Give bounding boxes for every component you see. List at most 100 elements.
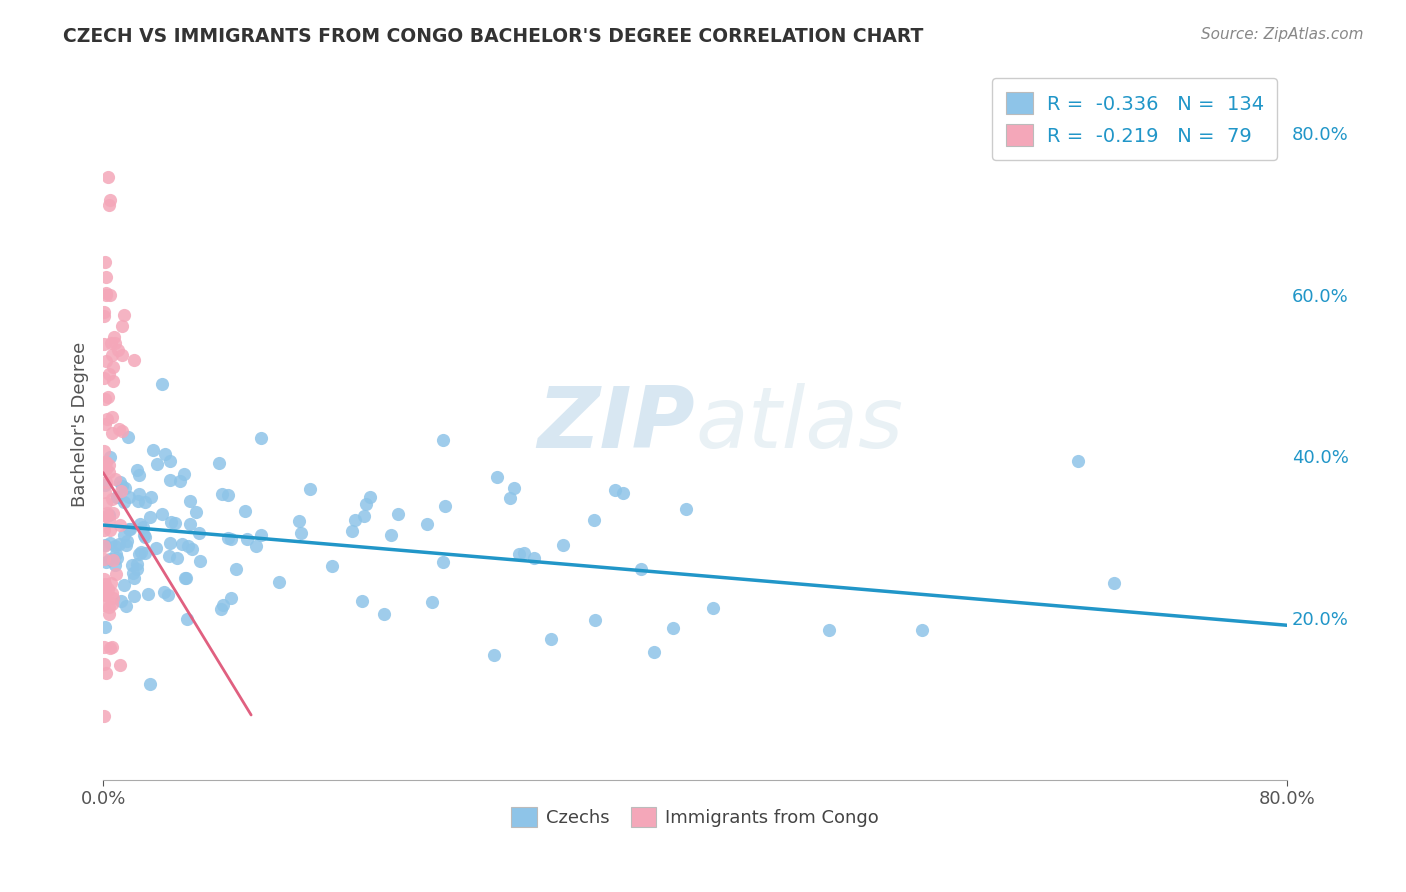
Point bbox=[97, 170, 120, 185]
Point bbox=[118, 523, 141, 537]
Point bbox=[107, 550, 129, 565]
Point bbox=[105, 491, 128, 505]
Point bbox=[150, 376, 173, 391]
Point bbox=[380, 528, 402, 542]
Point bbox=[98, 523, 121, 537]
Point bbox=[170, 537, 193, 551]
Point bbox=[603, 483, 626, 498]
Point bbox=[94, 475, 117, 489]
Point bbox=[287, 514, 309, 528]
Point bbox=[93, 581, 115, 595]
Point bbox=[142, 443, 165, 458]
Point bbox=[134, 546, 156, 560]
Point bbox=[115, 599, 138, 613]
Point bbox=[523, 551, 546, 566]
Point bbox=[551, 538, 574, 552]
Point bbox=[1067, 454, 1090, 468]
Point bbox=[643, 645, 665, 659]
Point bbox=[134, 527, 156, 541]
Point bbox=[98, 194, 121, 208]
Point bbox=[321, 558, 343, 573]
Point bbox=[101, 360, 124, 375]
Point bbox=[94, 665, 117, 680]
Text: ZIP: ZIP bbox=[537, 383, 695, 466]
Point bbox=[181, 542, 204, 557]
Point bbox=[97, 390, 120, 404]
Point bbox=[93, 538, 115, 552]
Point bbox=[662, 621, 685, 635]
Point bbox=[98, 536, 121, 550]
Point bbox=[100, 575, 122, 590]
Point bbox=[612, 486, 634, 500]
Point bbox=[121, 558, 143, 572]
Point bbox=[93, 620, 115, 634]
Point bbox=[434, 499, 457, 513]
Point bbox=[145, 457, 167, 471]
Point bbox=[225, 562, 247, 576]
Point bbox=[416, 516, 439, 531]
Point bbox=[290, 526, 312, 541]
Point bbox=[94, 587, 117, 601]
Point bbox=[104, 566, 127, 581]
Point bbox=[513, 546, 536, 560]
Point bbox=[114, 538, 136, 552]
Point bbox=[132, 519, 155, 533]
Point bbox=[93, 309, 115, 323]
Point bbox=[98, 450, 121, 464]
Point bbox=[112, 528, 135, 542]
Point bbox=[159, 473, 181, 487]
Point bbox=[432, 433, 454, 447]
Point bbox=[108, 422, 131, 436]
Point bbox=[96, 506, 118, 520]
Point bbox=[101, 492, 124, 507]
Point bbox=[97, 607, 120, 622]
Point bbox=[93, 337, 115, 351]
Point bbox=[108, 537, 131, 551]
Point bbox=[111, 348, 134, 362]
Point bbox=[94, 555, 117, 569]
Point bbox=[359, 491, 381, 505]
Point bbox=[93, 581, 115, 595]
Point bbox=[139, 510, 162, 524]
Point bbox=[94, 285, 117, 300]
Point bbox=[219, 591, 242, 605]
Point bbox=[94, 588, 117, 602]
Point bbox=[176, 612, 198, 626]
Point bbox=[93, 444, 115, 458]
Point bbox=[630, 562, 652, 576]
Point bbox=[96, 354, 118, 368]
Point bbox=[93, 524, 115, 538]
Point bbox=[97, 198, 120, 212]
Point bbox=[104, 336, 127, 351]
Point bbox=[93, 539, 115, 553]
Point bbox=[675, 502, 697, 516]
Y-axis label: Bachelor's Degree: Bachelor's Degree bbox=[72, 342, 89, 507]
Point bbox=[112, 309, 135, 323]
Point bbox=[93, 572, 115, 586]
Point bbox=[373, 607, 395, 621]
Point bbox=[94, 287, 117, 301]
Point bbox=[356, 497, 378, 511]
Point bbox=[107, 490, 129, 504]
Point bbox=[127, 463, 149, 477]
Point bbox=[94, 496, 117, 510]
Point bbox=[93, 478, 115, 492]
Point bbox=[96, 455, 118, 469]
Point bbox=[250, 528, 273, 542]
Point bbox=[340, 524, 363, 538]
Point bbox=[94, 392, 117, 406]
Point bbox=[177, 539, 200, 553]
Point bbox=[173, 467, 195, 481]
Text: CZECH VS IMMIGRANTS FROM CONGO BACHELOR'S DEGREE CORRELATION CHART: CZECH VS IMMIGRANTS FROM CONGO BACHELOR'… bbox=[63, 27, 924, 45]
Point bbox=[117, 430, 139, 444]
Point bbox=[583, 613, 606, 627]
Point bbox=[174, 570, 197, 584]
Point bbox=[153, 447, 176, 461]
Point bbox=[101, 586, 124, 600]
Point bbox=[112, 577, 135, 591]
Point bbox=[353, 508, 375, 523]
Point bbox=[432, 555, 454, 569]
Point bbox=[299, 482, 322, 496]
Point bbox=[136, 587, 159, 601]
Point bbox=[245, 539, 267, 553]
